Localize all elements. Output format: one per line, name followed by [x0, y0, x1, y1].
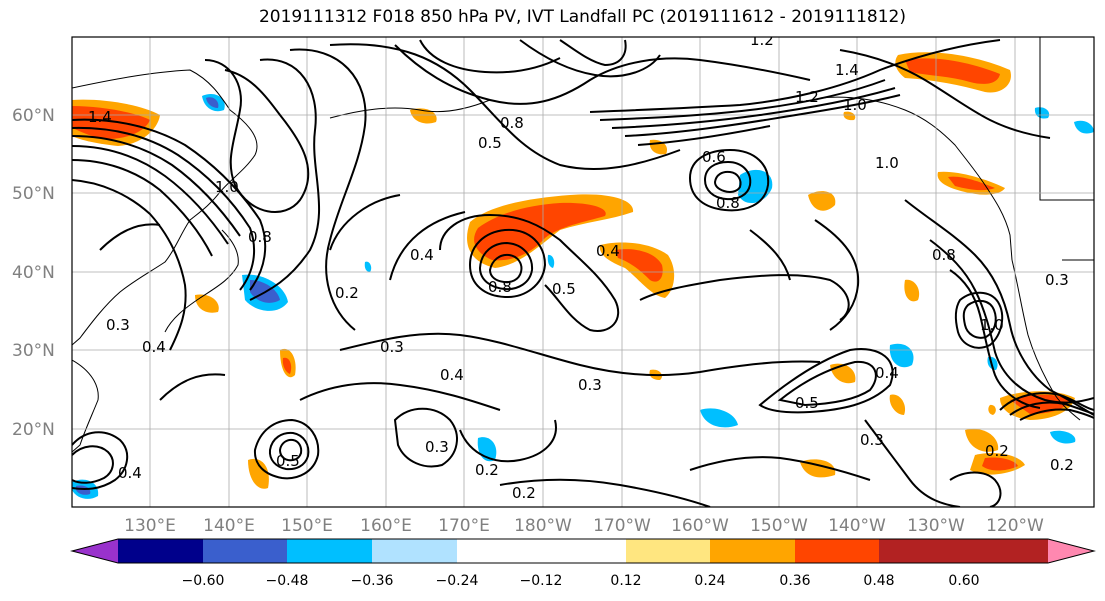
colorbar-segment [287, 539, 372, 563]
lon-label: 160°E [360, 516, 412, 536]
colorbar-segment [795, 539, 879, 563]
lon-label: 170°E [438, 516, 490, 536]
colorbar-extend-max [1048, 539, 1094, 563]
colorbar-segment [626, 539, 710, 563]
colorbar-tick: −0.24 [436, 573, 479, 589]
colorbar-outline [70, 538, 1096, 564]
contour-label: 1.0 [843, 96, 867, 114]
colorbar-segment [372, 539, 457, 563]
contour-label: 0.8 [248, 228, 272, 246]
contour-label: 1.4 [835, 61, 859, 79]
longitude-labels: 130°E 140°E 150°E 160°E 170°E 180°W 170°… [124, 516, 1044, 536]
colorbar-tick: 0.12 [610, 573, 641, 589]
contour-label: 0.6 [702, 148, 726, 166]
lon-label: 180°W [514, 516, 572, 536]
contour-label: 0.3 [380, 338, 404, 356]
colorbar-tick: −0.12 [520, 573, 563, 589]
colorbar-ticks: −0.60 −0.48 −0.36 −0.24 −0.12 0.12 0.24 … [182, 573, 980, 589]
contour-label: 0.2 [512, 484, 536, 502]
contour-label: 0.4 [118, 464, 142, 482]
colorbar-tick: 0.36 [779, 573, 810, 589]
contour-label: 1.4 [88, 108, 112, 126]
contour-label: 1.0 [875, 154, 899, 172]
coastlines [72, 37, 1094, 453]
colorbar-segment [964, 539, 1048, 563]
contour-label: 0.5 [552, 280, 576, 298]
lon-label: 160°W [671, 516, 729, 536]
contour-label: 0.8 [716, 194, 740, 212]
lat-label: 60°N [12, 106, 55, 126]
contour-label: 0.3 [578, 376, 602, 394]
colorbar-tick: −0.48 [266, 573, 309, 589]
colorbar: −0.60 −0.48 −0.36 −0.24 −0.12 0.12 0.24 … [70, 538, 1096, 589]
contour-label: 0.3 [860, 431, 884, 449]
latitude-labels: 60°N 50°N 40°N 30°N 20°N [12, 106, 55, 440]
contour-label: 0.5 [276, 452, 300, 470]
contour-label: 0.8 [500, 114, 524, 132]
contour-label: 0.2 [335, 284, 359, 302]
contour-label: 0.3 [1045, 271, 1069, 289]
contour-label: 0.4 [596, 242, 620, 260]
colorbar-tick: 0.48 [863, 573, 894, 589]
contour-label: 0.8 [932, 246, 956, 264]
colorbar-segment [879, 539, 964, 563]
contour-label: 1.2 [750, 31, 774, 49]
colorbar-tick: −0.36 [351, 573, 394, 589]
contour-label: 0.4 [440, 366, 464, 384]
contour-label: 0.4 [410, 246, 434, 264]
colorbar-segment [457, 539, 541, 563]
contour-label: 0.2 [985, 442, 1009, 460]
contour-label: 0.4 [142, 338, 166, 356]
contour-labels: 1.4 1.2 1.4 1.0 1.2 1.0 0.8 0.5 0.6 0.8 … [88, 31, 1074, 502]
colorbar-segment [118, 539, 203, 563]
contour-label: 1.0 [980, 316, 1004, 334]
contour-label: 0.2 [1050, 456, 1074, 474]
colorbar-segment [710, 539, 795, 563]
lon-label: 140°E [203, 516, 255, 536]
colorbar-segment [541, 539, 626, 563]
lon-label: 150°W [750, 516, 808, 536]
contour-label: 0.5 [478, 134, 502, 152]
map-title: 2019111312 F018 850 hPa PV, IVT Landfall… [258, 7, 906, 27]
lon-label: 130°W [907, 516, 965, 536]
lat-label: 50°N [12, 184, 55, 204]
colorbar-extend-min [72, 539, 118, 563]
contour-label: 0.5 [795, 394, 819, 412]
pv-shading [72, 52, 1094, 499]
lon-label: 140°W [828, 516, 886, 536]
contour-label: 0.8 [488, 278, 512, 296]
contour-label: 0.3 [425, 438, 449, 456]
lat-label: 30°N [12, 341, 55, 361]
colorbar-tick: 0.24 [694, 573, 725, 589]
colorbar-segment [203, 539, 287, 563]
contour-label: 1.2 [795, 88, 819, 106]
contour-label: 0.4 [875, 364, 899, 382]
contour-label: 0.2 [475, 461, 499, 479]
colorbar-tick: −0.60 [182, 573, 225, 589]
lon-label: 120°W [986, 516, 1044, 536]
contour-label: 1.0 [215, 178, 239, 196]
lon-label: 130°E [124, 516, 176, 536]
colorbar-tick: 0.60 [948, 573, 979, 589]
lat-label: 40°N [12, 263, 55, 283]
lon-label: 150°E [281, 516, 333, 536]
contour-label: 0.3 [106, 316, 130, 334]
pv-contours [72, 39, 1094, 507]
map-frame [71, 36, 1095, 508]
graticule [72, 37, 1094, 507]
lat-label: 20°N [12, 420, 55, 440]
lon-label: 170°W [593, 516, 651, 536]
